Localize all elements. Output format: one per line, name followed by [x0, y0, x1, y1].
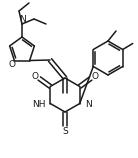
Text: O: O — [32, 72, 39, 81]
Text: N: N — [85, 100, 91, 109]
Text: O: O — [91, 72, 98, 81]
Text: O: O — [9, 60, 16, 69]
Text: S: S — [62, 127, 68, 136]
Text: N: N — [20, 15, 26, 24]
Text: NH: NH — [32, 100, 45, 109]
